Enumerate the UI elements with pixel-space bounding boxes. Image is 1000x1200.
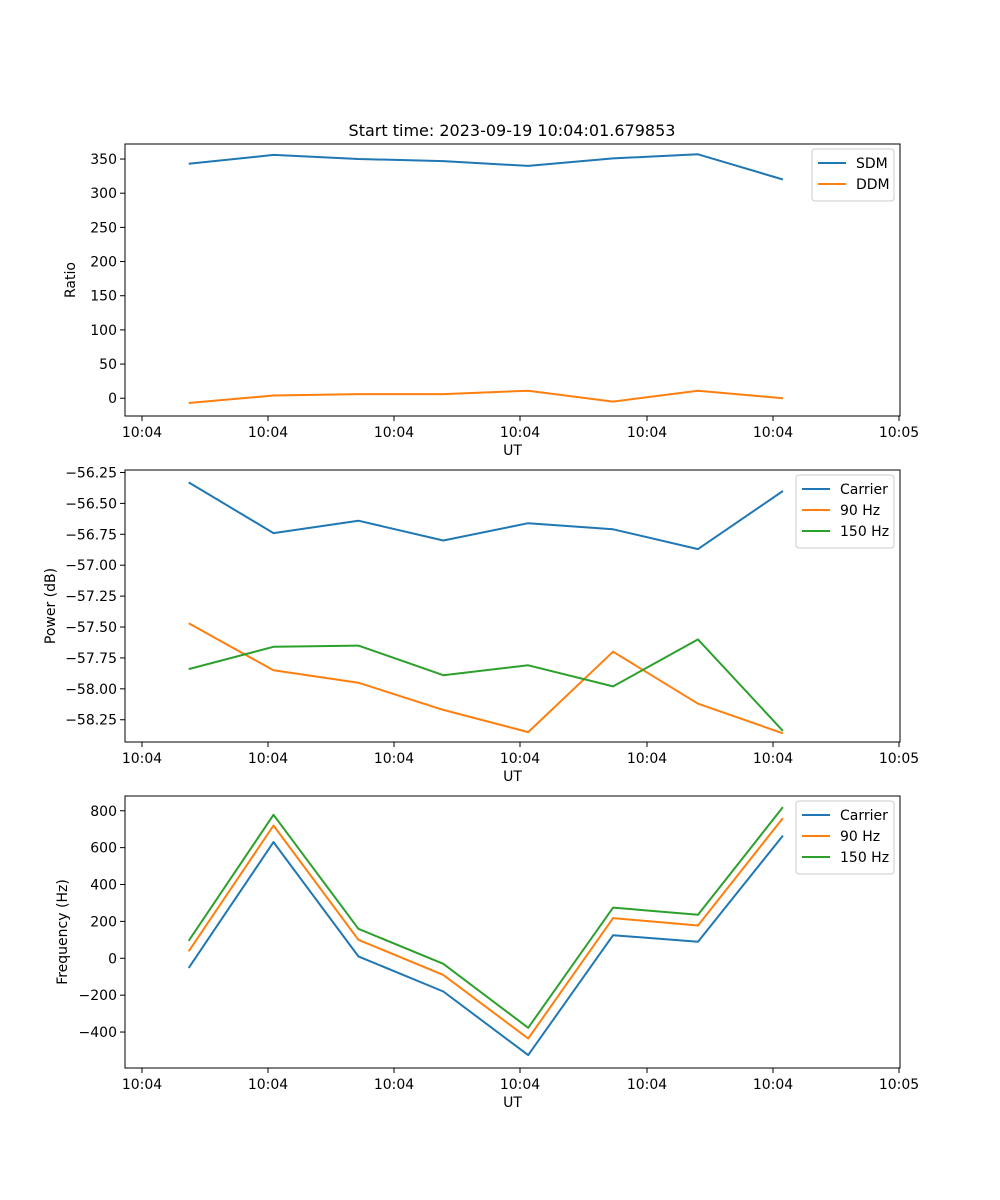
- y-tick-label: 200: [90, 914, 117, 930]
- x-tick-label: 10:04: [374, 1077, 414, 1093]
- x-tick-label: 10:04: [122, 425, 162, 441]
- x-tick-label: 10:04: [122, 751, 162, 767]
- chart-title: Start time: 2023-09-19 10:04:01.679853: [349, 121, 676, 140]
- y-tick-label: −57.50: [65, 620, 117, 636]
- x-tick-label: 10:04: [500, 751, 540, 767]
- x-tick-label: 10:05: [879, 751, 919, 767]
- x-tick-label: 10:05: [879, 425, 919, 441]
- series-line-carrier: [187, 834, 784, 1057]
- y-tick-label: −58.25: [65, 713, 117, 729]
- y-tick-label: −56.50: [65, 496, 117, 512]
- y-tick-label: 150: [90, 289, 117, 305]
- x-axis-label: UT: [503, 1095, 522, 1111]
- plot-frame: [124, 469, 901, 743]
- series-line-sdm: [188, 153, 784, 181]
- series-line-150-hz: [187, 806, 784, 1029]
- y-tick-label: 200: [90, 255, 117, 271]
- y-tick-label: 800: [90, 804, 117, 820]
- x-tick-label: 10:04: [248, 1077, 288, 1093]
- series-line-carrier: [188, 481, 784, 551]
- y-tick-label: −57.25: [65, 589, 117, 605]
- x-tick-label: 10:04: [753, 1077, 793, 1093]
- y-tick-label: 400: [90, 878, 117, 894]
- y-tick-label: −57.00: [65, 558, 117, 574]
- y-tick-label: 100: [90, 323, 117, 339]
- y-tick-label: 250: [90, 220, 117, 236]
- legend-box: [795, 474, 895, 549]
- series-line-90-hz: [188, 622, 784, 735]
- x-tick-label: 10:04: [500, 425, 540, 441]
- plot-frame: [124, 795, 901, 1069]
- x-tick-label: 10:04: [248, 425, 288, 441]
- x-tick-label: 10:05: [879, 1077, 919, 1093]
- legend-label-sdm: SDM: [856, 156, 888, 172]
- x-axis-label: UT: [503, 769, 522, 785]
- x-tick-label: 10:04: [753, 751, 793, 767]
- legend-label-90-hz: 90 Hz: [840, 503, 880, 519]
- y-axis-label: Ratio: [63, 262, 79, 298]
- y-tick-label: 300: [90, 186, 117, 202]
- y-tick-label: −56.75: [65, 527, 117, 543]
- x-tick-label: 10:04: [627, 751, 667, 767]
- x-tick-label: 10:04: [500, 1077, 540, 1093]
- frequency-chart-panel: 10:04 10:04 10:04 10:04 10:04 10:04 10:05 −400 −…: [55, 795, 919, 1111]
- y-axis-label: Power (dB): [43, 568, 59, 644]
- series-line-90-hz: [187, 817, 784, 1040]
- y-tick-label: 50: [99, 357, 117, 373]
- x-tick-label: 10:04: [374, 425, 414, 441]
- y-tick-label: −57.75: [65, 651, 117, 667]
- y-tick-label: 0: [108, 391, 117, 407]
- series-line-ddm: [188, 389, 783, 404]
- power-chart-panel: 10:04 10:04 10:04 10:04 10:04 10:04 10:05 −58.2…: [43, 465, 919, 785]
- legend-label-carrier: Carrier: [840, 482, 888, 498]
- x-tick-label: 10:04: [627, 425, 667, 441]
- x-axis-label: UT: [503, 443, 522, 459]
- legend-label-ddm: DDM: [856, 177, 890, 193]
- y-tick-label: −200: [79, 988, 117, 1004]
- plot-frame: [124, 143, 901, 417]
- legend-label-150-hz: 150 Hz: [840, 524, 889, 540]
- x-tick-label: 10:04: [627, 1077, 667, 1093]
- legend-label-150-hz: 150 Hz: [840, 850, 889, 866]
- y-axis-label: Frequency (Hz): [55, 879, 71, 985]
- y-tick-label: −58.00: [65, 682, 117, 698]
- y-tick-label: 0: [108, 951, 117, 967]
- ratio-chart-panel: 10:04 10:04 10:04 10:04 10:04 10:04 10:05 0 50 10…: [63, 143, 919, 459]
- x-tick-label: 10:04: [248, 751, 288, 767]
- legend-label-carrier: Carrier: [840, 808, 888, 824]
- series-line-150-hz: [188, 638, 784, 732]
- y-tick-label: 600: [90, 841, 117, 857]
- x-tick-label: 10:04: [753, 425, 793, 441]
- y-tick-label: −56.25: [65, 465, 117, 481]
- y-tick-label: 350: [90, 152, 117, 168]
- legend-box: [795, 800, 895, 875]
- x-tick-label: 10:04: [122, 1077, 162, 1093]
- x-tick-label: 10:04: [374, 751, 414, 767]
- y-tick-label: −400: [79, 1025, 117, 1041]
- legend-label-90-hz: 90 Hz: [840, 829, 880, 845]
